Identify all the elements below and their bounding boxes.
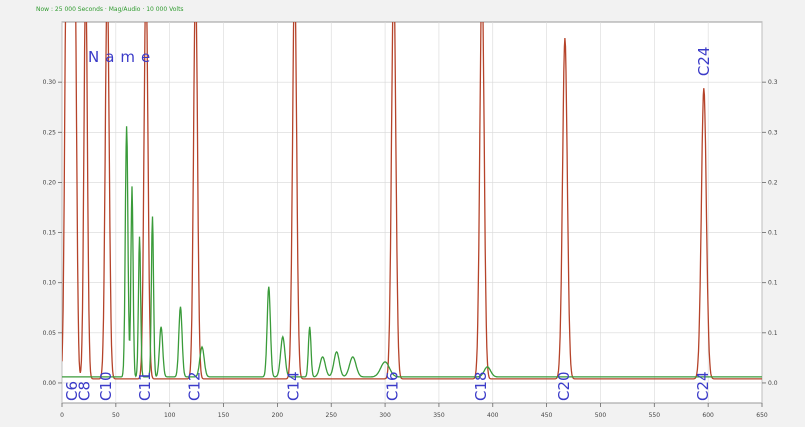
x-tick-label: 350	[433, 412, 445, 419]
y-tick-label-right: 0.3	[768, 129, 778, 136]
x-tick-label: 250	[326, 412, 338, 419]
x-tick-label: 300	[379, 412, 391, 419]
y-tick-label-right: 0.3	[768, 79, 778, 86]
peak-label: C11	[136, 371, 154, 401]
x-tick-label: 450	[541, 412, 553, 419]
x-tick-label: 650	[756, 412, 768, 419]
x-tick-label: 400	[487, 412, 499, 419]
y-tick-label-left: 0.30	[43, 79, 57, 86]
x-tick-label: 100	[164, 412, 176, 419]
y-tick-label-right: 0.1	[768, 230, 778, 237]
y-tick-label-right: 0.2	[768, 179, 778, 186]
x-tick-label: 550	[649, 412, 661, 419]
legend-text: Name	[88, 48, 156, 66]
x-tick-label: 600	[702, 412, 714, 419]
peak-label: C18	[472, 371, 490, 401]
y-tick-label-left: 0.15	[43, 230, 57, 237]
x-tick-label: 0	[60, 412, 64, 419]
y-tick-label-left: 0.25	[43, 129, 57, 136]
series-trace-1	[62, 22, 762, 380]
y-tick-label-left: 0.20	[43, 179, 57, 186]
peak-label: C8	[76, 381, 94, 401]
x-tick-label: 200	[272, 412, 284, 419]
y-tick-label-left: 0.10	[43, 280, 57, 287]
x-tick-label: 500	[595, 412, 607, 419]
peak-label: C12	[186, 371, 204, 401]
y-tick-label-right: 0.1	[768, 280, 778, 287]
y-tick-label-right: 0.1	[768, 330, 778, 337]
plot-area	[61, 21, 763, 404]
y-tick-label-left: 0.05	[43, 330, 57, 337]
status-line: Now : 25 000 Seconds · Mag/Audio · 10 00…	[36, 6, 184, 13]
peak-label: C16	[384, 371, 402, 401]
peak-label: C10	[97, 371, 115, 401]
y-tick-label-right: 0.0	[768, 380, 778, 387]
peak-label: C20	[555, 371, 573, 401]
peak-label: C6	[63, 381, 81, 401]
x-tick-label: 50	[112, 412, 120, 419]
x-tick-label: 150	[218, 412, 230, 419]
y-tick-label-left: 0.00	[43, 380, 57, 387]
peak-label: C14	[285, 371, 303, 401]
peak-label-top: C24	[695, 47, 713, 77]
peak-label: C24	[694, 371, 712, 401]
series-trace-2	[62, 126, 762, 378]
